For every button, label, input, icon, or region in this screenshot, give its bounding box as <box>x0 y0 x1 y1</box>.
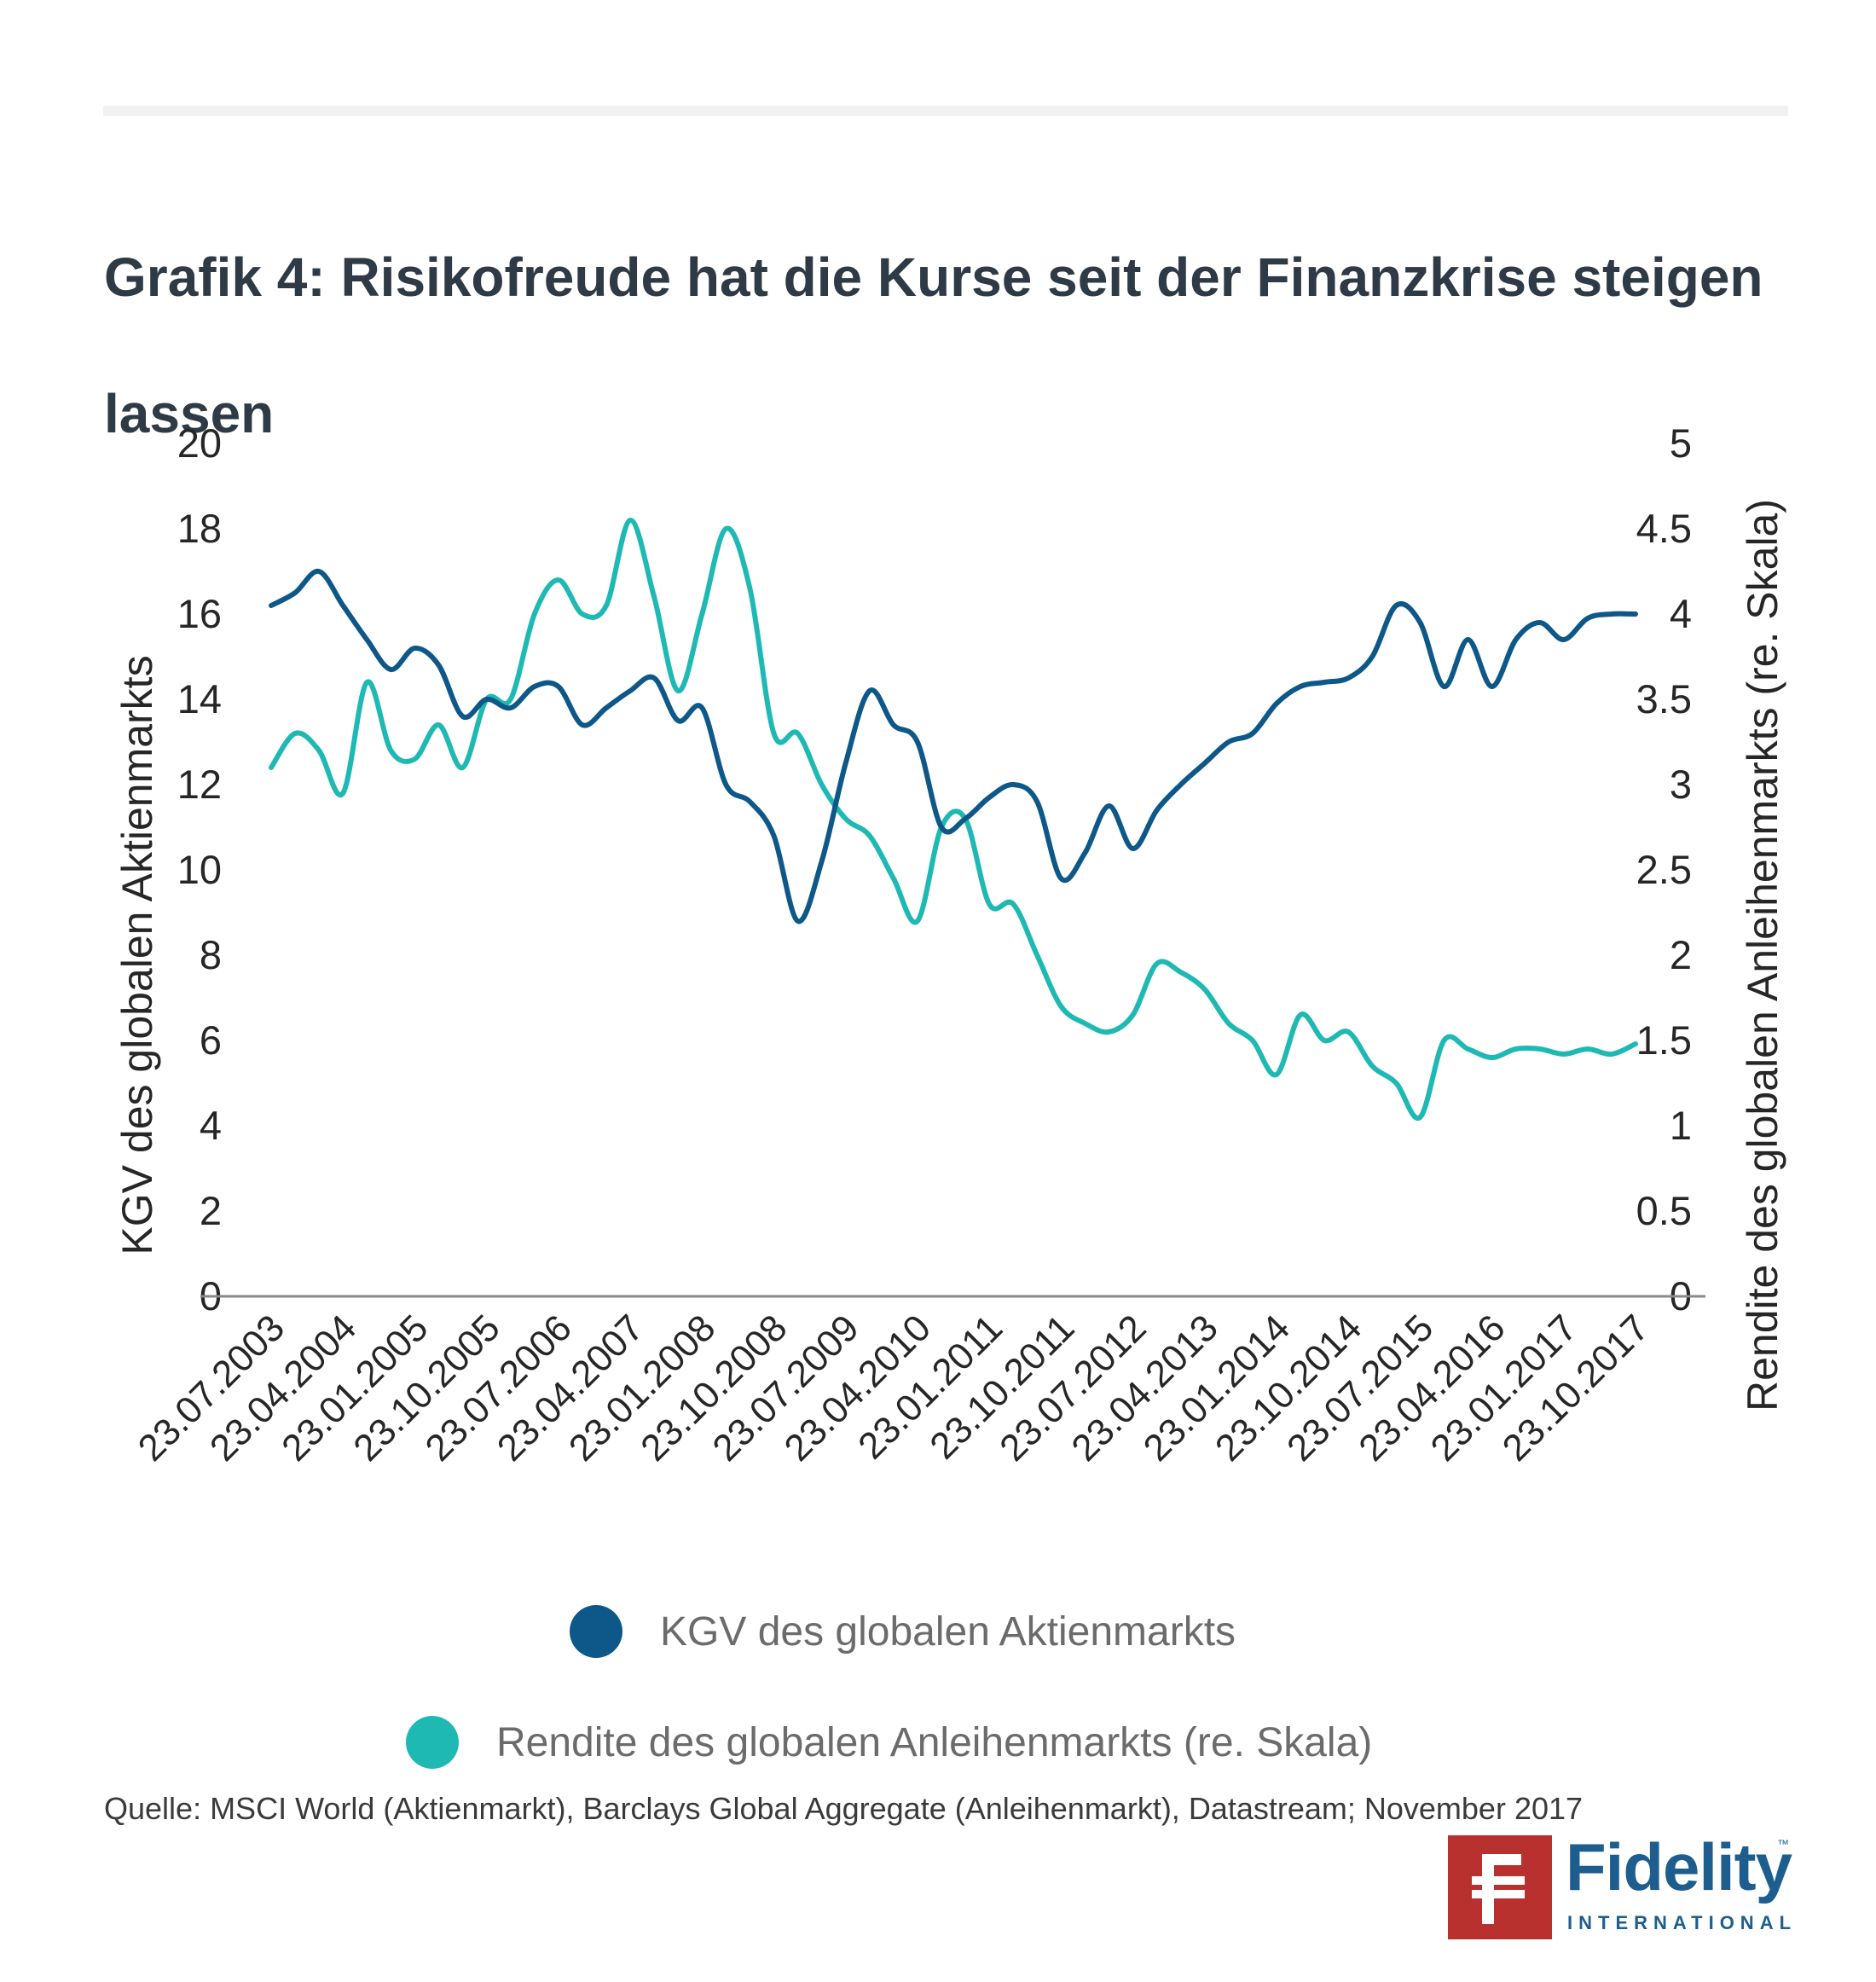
y-axis-left-label: KGV des globalen Aktienmarkts <box>113 655 161 1255</box>
y-right-tick-label: 2.5 <box>1636 847 1692 892</box>
top-divider <box>103 106 1788 116</box>
y-left-tick-label: 2 <box>200 1188 222 1233</box>
y-left-tick-label: 4 <box>200 1103 222 1148</box>
series-layer <box>269 518 1638 1121</box>
fidelity-logo: Fidelity INTERNATIONAL ™ <box>1448 1829 1792 1944</box>
y-left-tick-label: 8 <box>200 932 222 977</box>
series-line-pe <box>269 568 1638 924</box>
y-right-tick-label: 2 <box>1670 932 1692 977</box>
y-right-tick-label: 1.5 <box>1636 1017 1692 1063</box>
y-right-tick-label: 4.5 <box>1636 506 1692 551</box>
y-left-tick-label: 12 <box>177 762 222 807</box>
y-left-tick-label: 20 <box>177 420 222 466</box>
y-left-tick-label: 14 <box>177 676 222 722</box>
legend-label-pe: KGV des globalen Aktienmarkts <box>660 1608 1236 1655</box>
legend-swatch-yield <box>406 1716 459 1769</box>
y-left-tick-label: 10 <box>177 847 222 892</box>
y-right-tick-label: 1 <box>1670 1103 1692 1148</box>
y-left-tick-label: 6 <box>200 1017 222 1063</box>
y-right-tick-label: 5 <box>1670 420 1692 466</box>
fidelity-f-icon <box>1472 1854 1525 1924</box>
y-axis-right-label: Rendite des globalen Anleihenmarkts (re.… <box>1739 499 1786 1411</box>
legend-item-pe: KGV des globalen Aktienmarkts <box>570 1605 1236 1658</box>
fidelity-logo-word: Fidelity <box>1566 1829 1792 1904</box>
fidelity-logo-sub: INTERNATIONAL <box>1567 1912 1798 1933</box>
y-right-tick-label: 4 <box>1670 591 1692 636</box>
fidelity-logo-mark <box>1448 1835 1552 1939</box>
x-axis-ticks: 23.07.200323.04.200423.01.200523.10.2005… <box>130 1307 1657 1469</box>
right-axis-ticks: 00.511.522.533.544.55 <box>1636 420 1692 1318</box>
chart-title: Grafik 4: Risikofreude hat die Kurse sei… <box>104 246 1763 444</box>
y-left-tick-label: 18 <box>177 506 222 551</box>
source-note: Quelle: MSCI World (Aktienmarkt), Barcla… <box>104 1791 1584 1826</box>
legend-swatch-pe <box>570 1605 622 1658</box>
legend-label-yield: Rendite des globalen Anleihenmarkts (re.… <box>496 1719 1373 1765</box>
series-line-yield <box>269 518 1638 1121</box>
legend-item-yield: Rendite des globalen Anleihenmarkts (re.… <box>406 1716 1372 1769</box>
y-right-tick-label: 3 <box>1670 762 1692 807</box>
trademark-mark: ™ <box>1777 1837 1789 1851</box>
y-right-tick-label: 3.5 <box>1636 676 1692 722</box>
y-left-tick-label: 16 <box>177 591 222 636</box>
y-right-tick-label: 0.5 <box>1636 1188 1692 1233</box>
